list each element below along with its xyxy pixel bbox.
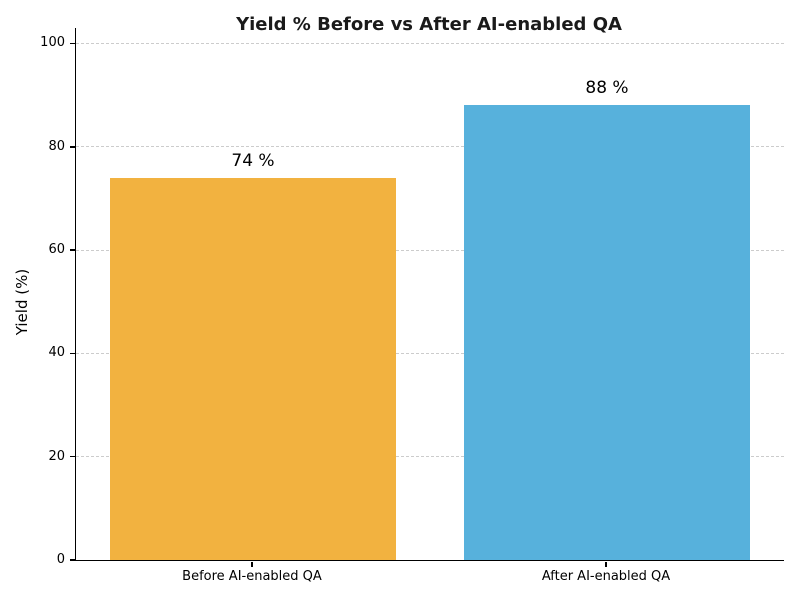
x-tick-label: Before AI-enabled QA: [182, 569, 322, 584]
y-tick-label: 0: [56, 552, 65, 567]
x-tick-mark: [251, 561, 253, 567]
gridline: [76, 249, 784, 251]
bar: [463, 105, 751, 560]
gridline: [76, 456, 784, 458]
y-tick-mark: [70, 455, 75, 458]
gridline: [76, 352, 784, 354]
y-tick-label: 60: [48, 242, 65, 258]
x-tick-mark: [605, 561, 607, 567]
plot-area: 74 % 88 %: [75, 28, 784, 561]
gridline: [76, 146, 784, 148]
y-tick-mark: [70, 352, 75, 355]
y-tick-label: 40: [48, 345, 65, 361]
x-tick-label: After AI-enabled QA: [541, 569, 671, 584]
y-tick-label: 20: [48, 448, 65, 464]
y-tick-mark: [70, 249, 75, 251]
bar: [109, 177, 397, 560]
chart-title: Yield % Before vs After AI-enabled QA: [236, 14, 622, 35]
gridline: [76, 42, 784, 44]
y-tick-mark: [70, 559, 75, 561]
y-tick-label: 100: [40, 35, 65, 51]
y-tick-mark: [70, 146, 75, 148]
bar-value-label: 74 %: [231, 150, 275, 171]
y-tick-label: 80: [48, 138, 65, 154]
y-tick-mark: [70, 42, 75, 45]
bar-value-label: 88 %: [585, 78, 629, 99]
